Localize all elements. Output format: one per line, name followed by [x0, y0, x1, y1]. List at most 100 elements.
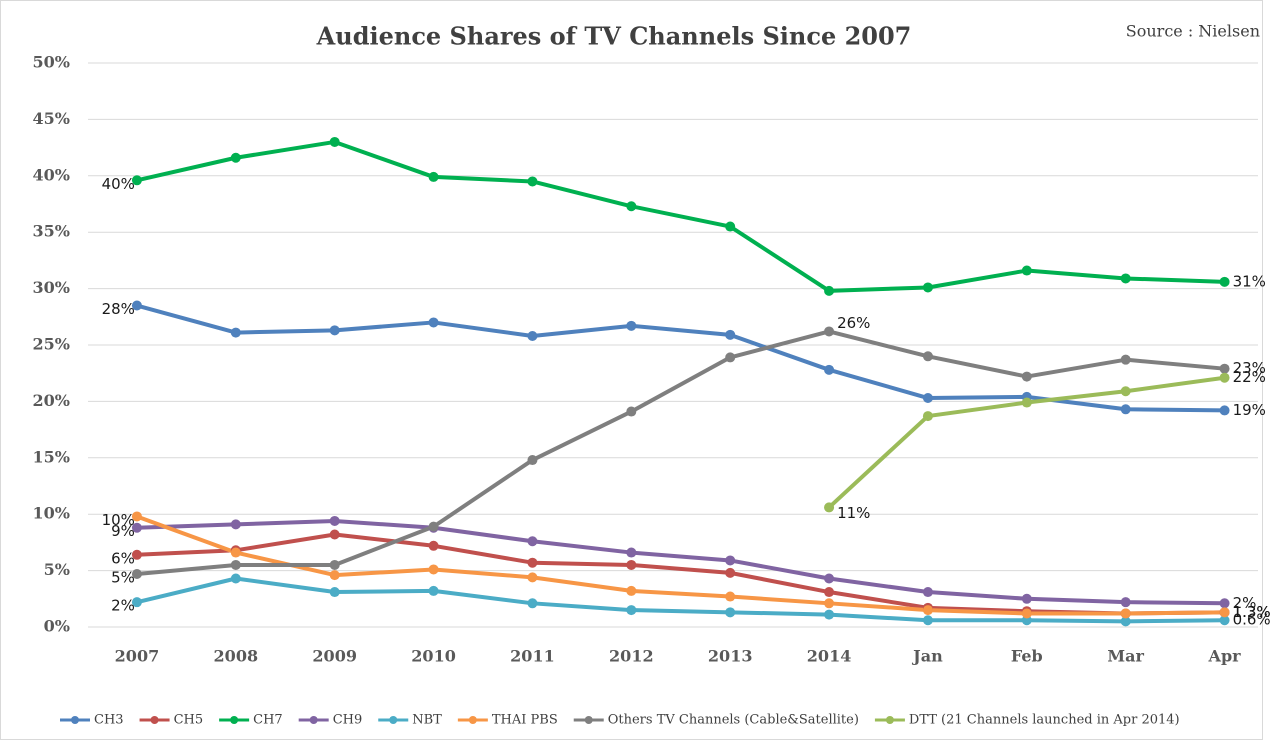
data-point [230, 559, 241, 570]
legend-label: Others TV Channels (Cable&Satellite) [608, 713, 859, 728]
data-point [428, 521, 439, 532]
data-point [626, 406, 637, 417]
data-label: 9% [111, 522, 135, 540]
data-point [1219, 615, 1230, 626]
data-label: 26% [837, 314, 870, 332]
x-tick-label: Apr [1208, 647, 1242, 666]
data-label: 6% [111, 549, 135, 567]
data-point [230, 152, 241, 163]
y-tick-label: 25% [33, 335, 70, 354]
y-tick-label: 45% [33, 109, 70, 128]
data-point [824, 587, 835, 598]
x-tick-label: 2011 [510, 647, 555, 666]
data-point [922, 587, 933, 598]
x-tick-label: 2013 [708, 647, 753, 666]
data-point [527, 598, 538, 609]
data-point [131, 522, 142, 533]
data-point [1120, 608, 1131, 619]
y-tick-label: 10% [33, 504, 70, 523]
series-line [136, 518, 1225, 606]
legend-label: THAI PBS [492, 713, 558, 728]
data-point [329, 529, 340, 540]
x-tick-label: 2007 [115, 647, 160, 666]
series-line [136, 139, 1225, 293]
data-point [725, 221, 736, 232]
legend-marker [468, 716, 477, 724]
data-point [824, 573, 835, 584]
data-point [329, 515, 340, 526]
data-label: 40% [102, 175, 135, 193]
data-point [230, 547, 241, 558]
data-point [725, 567, 736, 578]
data-point [922, 411, 933, 422]
x-tick-label: 2008 [214, 647, 259, 666]
data-point [131, 597, 142, 608]
data-point [1021, 608, 1032, 619]
legend-marker [309, 716, 318, 724]
legend-label: NBT [412, 713, 442, 728]
data-point [824, 364, 835, 375]
data-label: 0.6% [1233, 611, 1271, 629]
legend-marker [885, 716, 894, 724]
data-point [922, 351, 933, 362]
legend-marker [584, 716, 593, 724]
data-point [725, 555, 736, 566]
data-point [626, 605, 637, 616]
legend-label: CH9 [333, 713, 363, 728]
data-point [626, 201, 637, 212]
x-tick-label: 2014 [807, 647, 852, 666]
data-point [230, 573, 241, 584]
series-line [136, 576, 1225, 624]
data-point [1219, 598, 1230, 609]
data-point [1219, 276, 1230, 287]
legend-label: DTT (21 Channels launched in Apr 2014) [909, 713, 1180, 728]
data-point [725, 607, 736, 618]
data-point [329, 136, 340, 147]
data-point [527, 572, 538, 583]
source-note: Source : Nielsen [1126, 22, 1260, 41]
y-tick-label: 30% [33, 278, 70, 297]
data-point [725, 591, 736, 602]
data-point [527, 557, 538, 568]
y-tick-label: 5% [44, 560, 70, 579]
data-point [428, 171, 439, 182]
data-point [131, 568, 142, 579]
data-point [329, 325, 340, 336]
y-tick-label: 40% [33, 165, 70, 184]
x-tick-label: 2010 [411, 647, 456, 666]
data-label: 19% [1233, 401, 1266, 419]
data-point [1021, 593, 1032, 604]
legend-marker [230, 716, 239, 724]
data-point [824, 598, 835, 609]
data-point [527, 536, 538, 547]
data-point [824, 609, 835, 620]
y-tick-label: 35% [33, 222, 70, 241]
data-point [428, 540, 439, 551]
data-label: 31% [1233, 272, 1266, 290]
data-point [131, 175, 142, 186]
legend-label: CH5 [174, 713, 204, 728]
data-point [230, 327, 241, 338]
legend-marker [150, 716, 159, 724]
data-point [1219, 405, 1230, 416]
data-point [1021, 265, 1032, 276]
y-tick-label: 50% [33, 53, 70, 72]
data-point [824, 502, 835, 513]
data-label: 2% [111, 597, 135, 615]
data-label: 1.3% [1233, 603, 1271, 621]
data-point [824, 326, 835, 337]
data-label: 5% [111, 568, 135, 586]
data-point [230, 519, 241, 530]
legend-label: CH7 [253, 713, 283, 728]
data-point [1021, 371, 1032, 382]
data-point [1219, 363, 1230, 374]
data-point [1120, 273, 1131, 284]
data-point [131, 549, 142, 560]
data-point [1120, 597, 1131, 608]
data-point [922, 605, 933, 616]
y-tick-label: 0% [44, 617, 70, 636]
y-tick-label: 20% [33, 391, 70, 410]
data-point [428, 585, 439, 596]
